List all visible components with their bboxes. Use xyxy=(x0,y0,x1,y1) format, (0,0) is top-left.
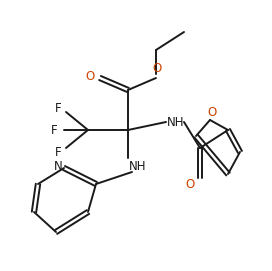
Text: F: F xyxy=(55,102,61,115)
Text: O: O xyxy=(186,178,195,191)
Text: N: N xyxy=(54,160,62,173)
Text: NH: NH xyxy=(167,115,185,128)
Text: O: O xyxy=(152,63,162,76)
Text: NH: NH xyxy=(129,160,147,173)
Text: O: O xyxy=(207,107,217,120)
Text: F: F xyxy=(51,124,57,137)
Text: F: F xyxy=(55,146,61,159)
Text: O: O xyxy=(85,70,95,83)
